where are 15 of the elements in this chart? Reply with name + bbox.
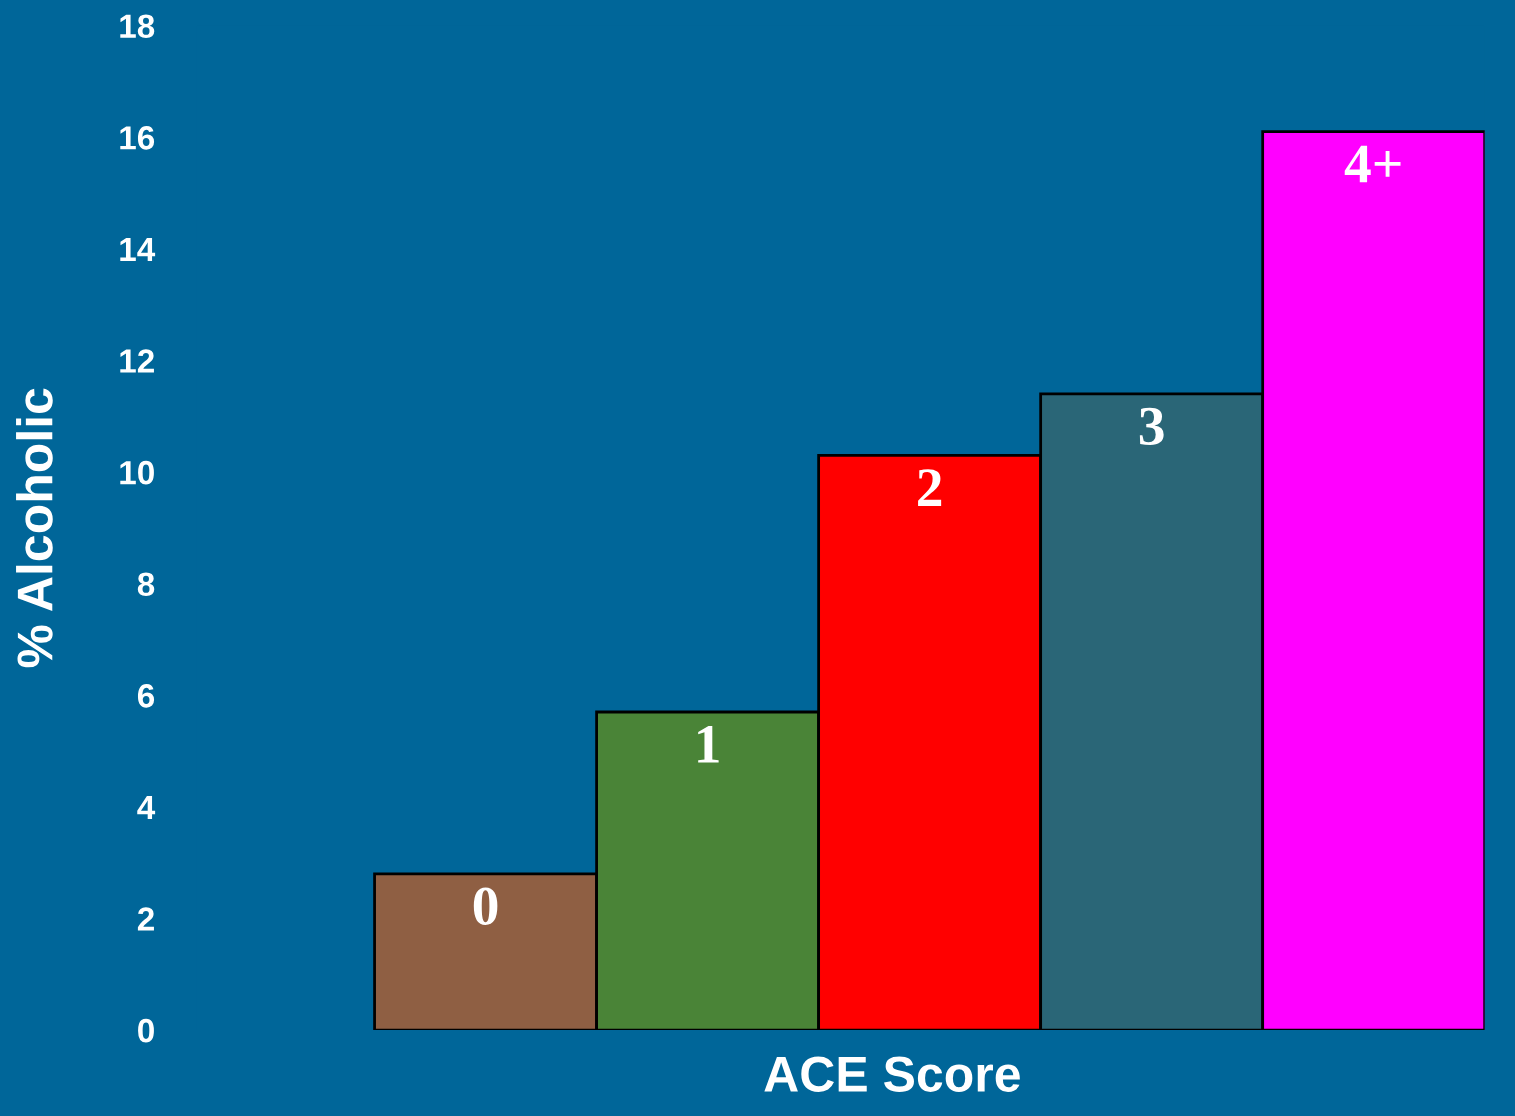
x-axis-title: ACE Score — [764, 1056, 1020, 1092]
y-tick-label: 4 — [137, 796, 156, 819]
x-tick-label: 4+ — [1344, 145, 1401, 183]
y-tick-label: 2 — [137, 907, 154, 931]
y-tick-label: 12 — [120, 349, 154, 373]
y-tick-label: 14 — [120, 238, 156, 261]
x-tick-label: 3 — [1139, 407, 1164, 446]
y-tick-label: 16 — [120, 126, 155, 150]
y-tick-label: 0 — [138, 1018, 154, 1043]
y-axis-title: % Alcoholic — [16, 388, 53, 668]
y-tick-label: 6 — [137, 684, 155, 708]
y-tick-label: 18 — [120, 14, 155, 39]
x-tick-label: 1 — [698, 725, 719, 763]
y-tick-label: 8 — [137, 572, 155, 597]
y-tick-label: 10 — [120, 460, 154, 485]
